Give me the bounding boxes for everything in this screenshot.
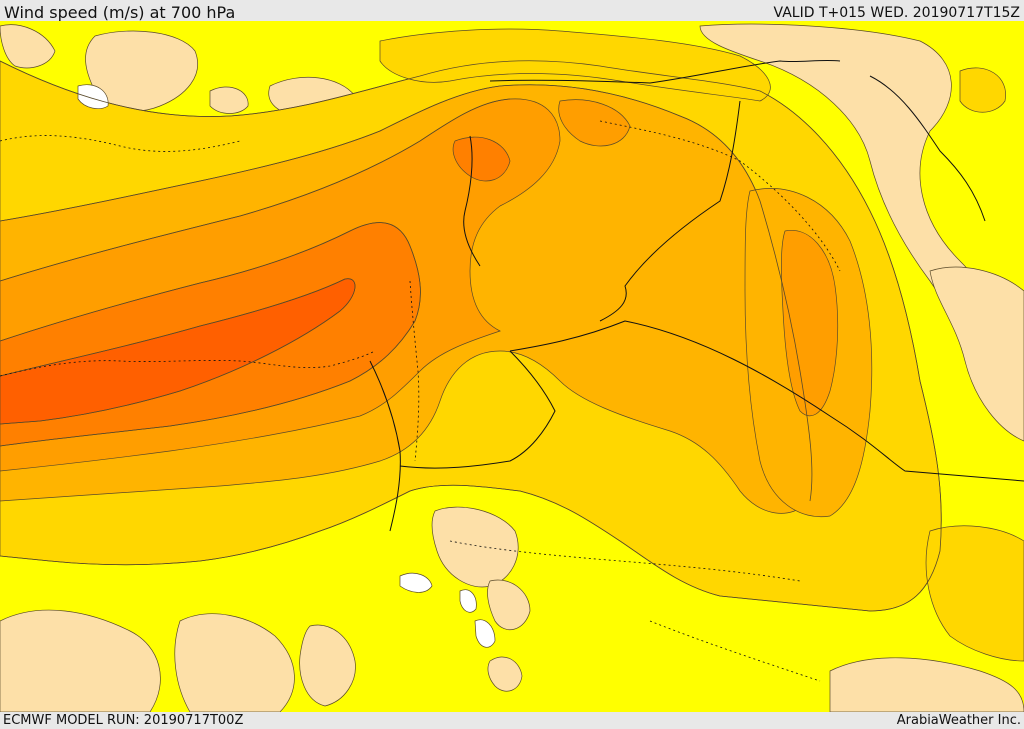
patch-south-east: [829, 657, 1024, 712]
patch-sw-2: [174, 613, 295, 712]
credit-label: ArabiaWeather Inc.: [896, 713, 1021, 728]
calm-sinai-2: [459, 589, 477, 613]
gold-north-lobe: [379, 28, 771, 102]
orange-east-blob: [781, 230, 839, 417]
dotted-province-4: [0, 135, 241, 152]
coast-levant: [409, 280, 420, 462]
gold-se-blob: [925, 525, 1024, 662]
patch-nw: [0, 24, 56, 69]
isoline-3: [0, 98, 511, 282]
model-run-label: ECMWF MODEL RUN: 20190717T00Z: [3, 713, 244, 728]
wind-speed-map: [0, 21, 1024, 712]
border-jordan-saudi-2: [399, 350, 556, 469]
country-borders: [369, 59, 1024, 532]
map-header: Wind speed (m/s) at 700 hPa VALID T+015 …: [0, 0, 1024, 22]
gold-east-lobe: [959, 67, 1006, 113]
dark-orange-north: [452, 136, 511, 182]
map-title: Wind speed (m/s) at 700 hPa: [4, 3, 236, 22]
orange-blob-north: [558, 99, 631, 147]
coast-med: [0, 350, 376, 377]
border-jordan-iraq: [599, 100, 741, 322]
patch-far-east: [929, 266, 1024, 442]
border-east: [869, 75, 986, 222]
isoline-4: [0, 222, 421, 447]
dotted-province-1: [599, 120, 841, 272]
patch-turkey-west: [85, 30, 198, 112]
patch-sinai-south: [487, 579, 531, 631]
light-wind-patches: [0, 23, 1024, 712]
border-lebanon-syria: [463, 135, 481, 267]
calm-sinai-1: [399, 572, 433, 593]
calm-nw: [77, 84, 109, 109]
patch-sw-large: [0, 609, 161, 712]
isoline-1: [0, 60, 942, 612]
coastline-dotted: [0, 120, 841, 682]
patch-north-sea: [209, 86, 249, 114]
border-egypt-israel: [369, 360, 401, 532]
isoline-2: [0, 84, 813, 502]
dotted-province-3: [649, 620, 821, 682]
patch-sw-3: [299, 624, 356, 707]
border-syria-iraq: [489, 59, 841, 84]
isolines: [0, 60, 942, 612]
isoline-5: [0, 278, 356, 425]
patch-gulf-aqaba: [487, 656, 523, 692]
calm-patches: [77, 84, 496, 648]
border-saudi-jordan: [509, 320, 1024, 482]
valid-time-label: VALID T+015 WED. 20190717T15Z: [773, 5, 1020, 21]
dotted-province-2: [449, 540, 801, 582]
map-footer: ECMWF MODEL RUN: 20190717T00Z ArabiaWeat…: [0, 712, 1024, 729]
calm-aqaba: [474, 619, 496, 648]
